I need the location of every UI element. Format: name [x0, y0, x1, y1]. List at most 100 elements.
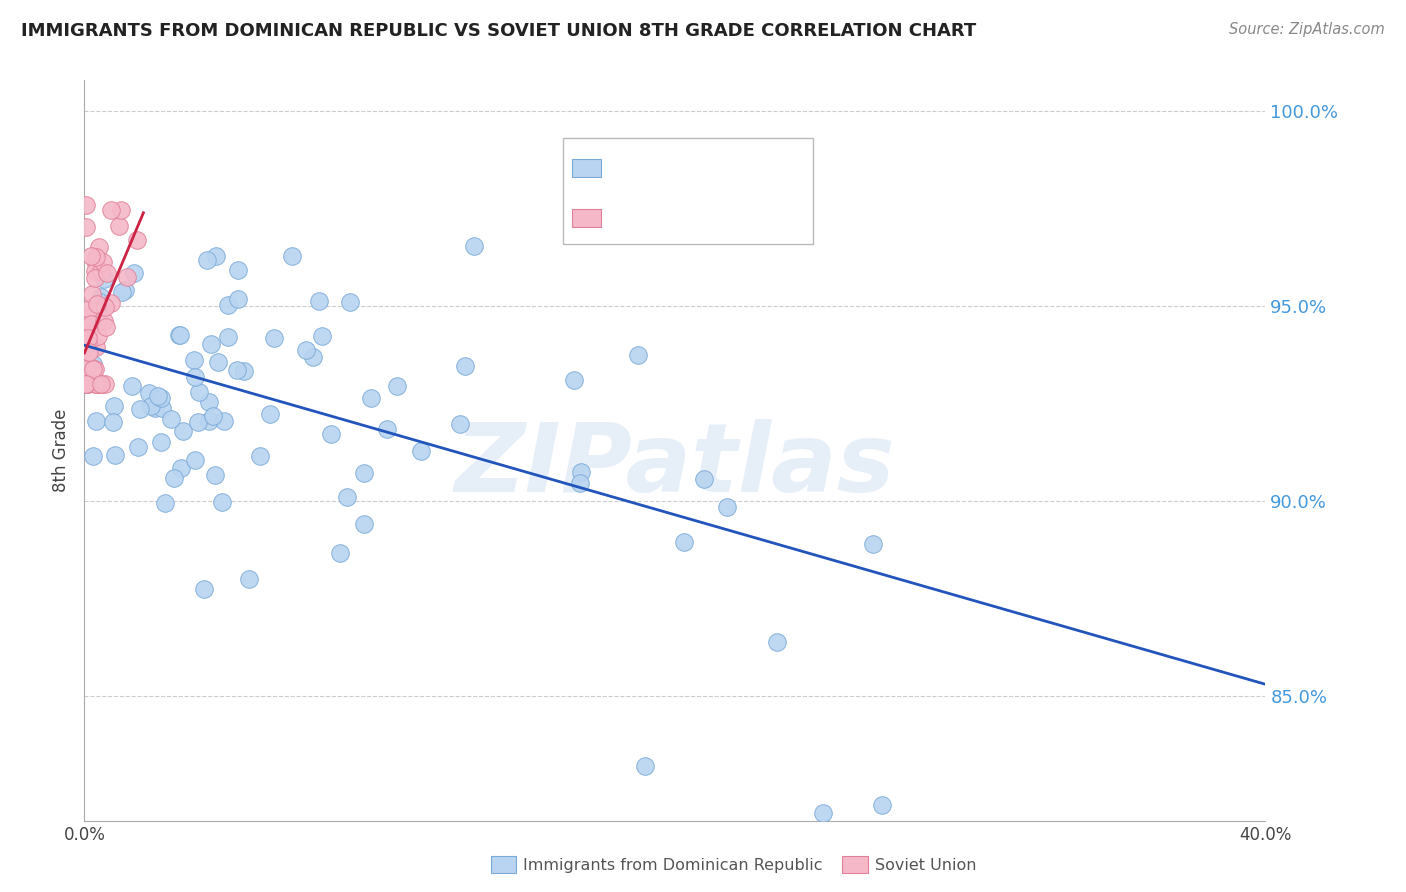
Point [197, 413, 219, 427]
Point [91, 255, 114, 269]
Point [217, 298, 239, 312]
Point [150, 401, 173, 415]
Text: Soviet Union: Soviet Union [875, 858, 976, 872]
Point [308, 293, 330, 308]
Point [87, 307, 110, 321]
Point [353, 467, 375, 481]
Point [75, 377, 97, 392]
Text: Source: ZipAtlas.com: Source: ZipAtlas.com [1229, 22, 1385, 37]
Point [80, 248, 103, 262]
Point [169, 460, 191, 475]
Point [84, 377, 107, 392]
Point [114, 283, 136, 297]
Point [233, 364, 256, 378]
Point [75, 377, 97, 392]
Point [169, 328, 191, 343]
Point [139, 399, 162, 413]
Point [329, 546, 352, 560]
Y-axis label: 8th Grade: 8th Grade [52, 409, 70, 492]
Point [311, 329, 333, 343]
Point [86, 297, 108, 311]
Point [93, 377, 115, 392]
Text: ZIPatlas: ZIPatlas [454, 418, 896, 512]
Point [569, 465, 592, 479]
Point [77, 331, 100, 345]
Point [100, 203, 122, 218]
Point [263, 331, 285, 345]
Point [128, 401, 150, 416]
Point [77, 345, 100, 359]
Point [82, 362, 104, 376]
Point [138, 386, 160, 401]
Point [82, 449, 104, 463]
Point [75, 374, 97, 388]
Point [294, 343, 316, 357]
Point [90, 264, 112, 278]
Text: 83: 83 [759, 159, 783, 177]
Point [149, 391, 172, 405]
Point [80, 310, 103, 324]
Point [188, 385, 211, 400]
Point [80, 317, 103, 331]
Point [80, 287, 103, 301]
Point [90, 290, 112, 304]
Point [353, 516, 375, 531]
Point [319, 427, 342, 442]
Point [163, 470, 186, 484]
Text: R =: R = [607, 159, 645, 177]
Point [336, 490, 359, 504]
Point [86, 377, 108, 392]
Point [259, 407, 281, 421]
Point [193, 582, 215, 597]
Point [127, 440, 149, 454]
Point [87, 329, 110, 343]
Point [87, 240, 110, 254]
Point [76, 377, 98, 392]
Point [226, 363, 249, 377]
Point [226, 292, 249, 306]
Text: N =: N = [709, 209, 759, 227]
Point [103, 399, 125, 413]
Point [212, 415, 235, 429]
Point [84, 362, 107, 376]
Point [94, 300, 117, 314]
Point [75, 340, 97, 354]
Point [75, 377, 97, 392]
Point [127, 233, 149, 247]
Point [93, 314, 115, 328]
Point [111, 285, 134, 299]
Point [184, 369, 207, 384]
Text: 0.374: 0.374 [650, 209, 717, 227]
Text: IMMIGRANTS FROM DOMINICAN REPUBLIC VS SOVIET UNION 8TH GRADE CORRELATION CHART: IMMIGRANTS FROM DOMINICAN REPUBLIC VS SO… [21, 22, 976, 40]
Point [201, 409, 224, 424]
Point [122, 266, 145, 280]
Point [198, 394, 221, 409]
Point [302, 350, 325, 364]
Point [184, 453, 207, 467]
Point [870, 798, 893, 813]
Text: -0.564: -0.564 [650, 159, 711, 177]
Point [75, 220, 97, 235]
Point [716, 500, 738, 514]
Point [463, 238, 485, 252]
Point [626, 348, 648, 362]
Point [204, 467, 226, 482]
Point [108, 219, 131, 234]
Point [84, 250, 107, 264]
Point [281, 249, 304, 263]
Point [672, 535, 695, 549]
Point [360, 391, 382, 405]
Point [77, 345, 100, 359]
Point [84, 377, 107, 392]
Point [96, 266, 118, 280]
Point [160, 412, 183, 426]
Point [172, 424, 194, 438]
Point [100, 296, 122, 310]
Point [90, 377, 112, 392]
Text: N =: N = [709, 159, 759, 177]
Point [226, 263, 249, 277]
Point [811, 805, 834, 820]
Point [103, 415, 125, 429]
Text: 49: 49 [759, 209, 783, 227]
Text: Immigrants from Dominican Republic: Immigrants from Dominican Republic [523, 858, 823, 872]
